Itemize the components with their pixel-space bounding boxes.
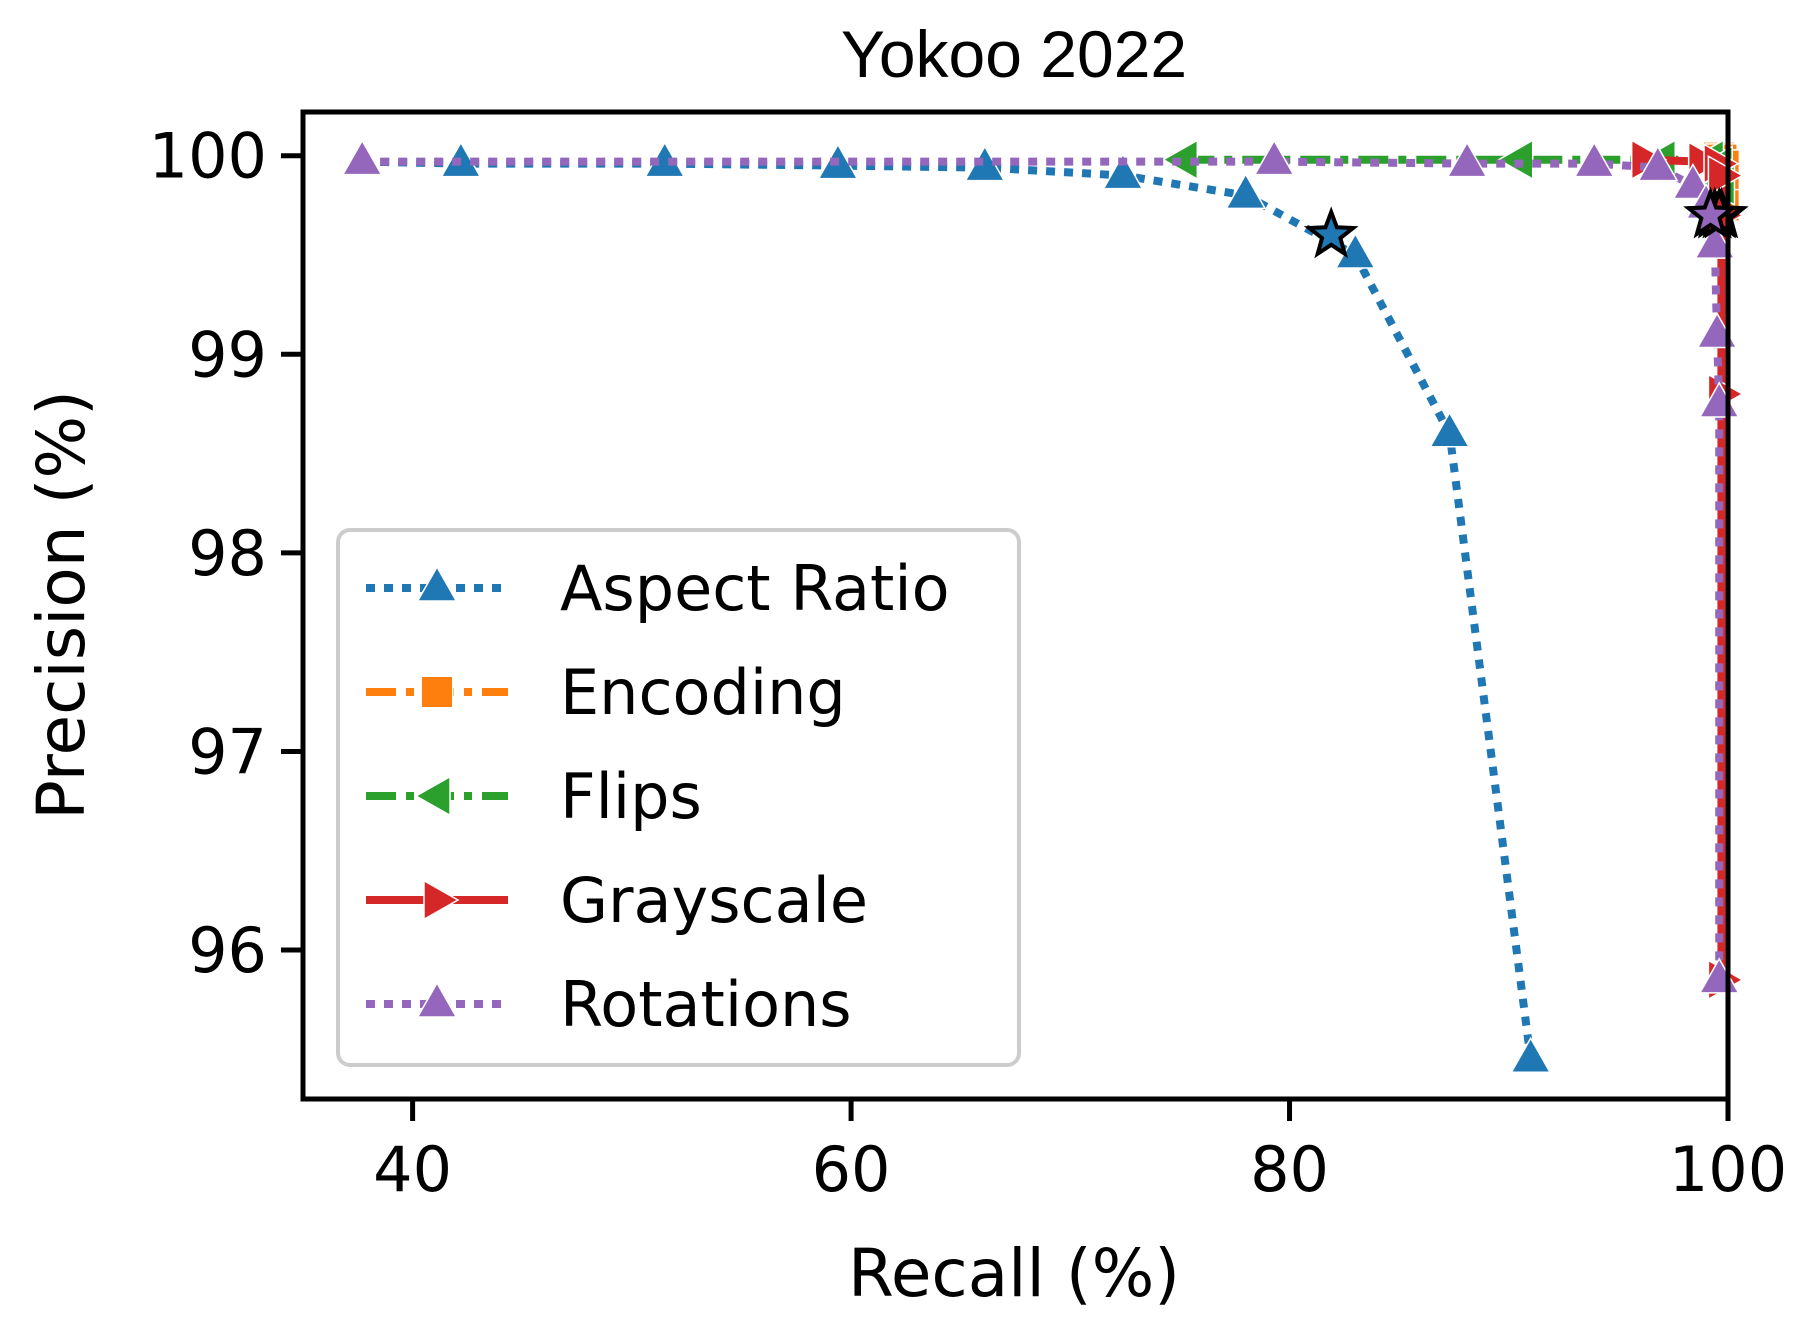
- y-tick-label: 99: [188, 318, 267, 391]
- highlight-layer: [1303, 186, 1749, 259]
- legend-label: Aspect Ratio: [560, 552, 950, 625]
- legend-swatch-marker: [423, 879, 460, 921]
- data-point-aspect-ratio: [1510, 1036, 1552, 1074]
- data-point-grayscale: [1707, 154, 1744, 197]
- data-point-rotations: [1446, 141, 1488, 178]
- y-tick-label: 97: [188, 715, 267, 788]
- data-point-aspect-ratio: [1428, 411, 1471, 448]
- legend-item-flips: Flips: [366, 760, 702, 833]
- x-axis-ticks: 40 60 80 100: [373, 1099, 1787, 1206]
- plot-frame: [300, 109, 1731, 1102]
- legend-item-encoding: Encoding: [366, 656, 846, 729]
- legend-swatch-marker: [416, 981, 458, 1018]
- legend-label: Encoding: [560, 656, 846, 729]
- chart-title: Yokoo 2022: [841, 17, 1187, 91]
- legend-label: Grayscale: [560, 864, 868, 937]
- x-tick-label: 60: [812, 1133, 891, 1206]
- legend-label: Flips: [560, 760, 702, 833]
- legend-swatch-marker: [420, 675, 454, 709]
- data-point-rotations: [341, 139, 383, 176]
- data-point-rotations: [1573, 141, 1615, 178]
- data-point-rotations: [1253, 139, 1295, 176]
- legend-box: [336, 528, 1021, 1067]
- legend-item-aspect-ratio: Aspect Ratio: [366, 552, 950, 625]
- y-tick-label: 98: [188, 517, 267, 590]
- data-point-rotations: [1696, 311, 1738, 349]
- series-line-grayscale: [1644, 155, 1726, 980]
- data-point-rotations: [1694, 222, 1736, 259]
- legend-item-grayscale: Grayscale: [366, 864, 868, 937]
- highlight-star-aspect-ratio: [1303, 206, 1359, 259]
- x-tick-label: 80: [1250, 1133, 1329, 1206]
- legend-swatch-marker: [414, 775, 451, 817]
- y-tick-label: 100: [149, 120, 267, 193]
- x-tick-label: 100: [1669, 1133, 1787, 1206]
- legend: Aspect Ratio Encoding Flips Grayscale Rotati…: [336, 528, 1021, 1067]
- data-point-aspect-ratio: [1102, 153, 1144, 190]
- y-axis-label: Precision (%): [23, 390, 100, 820]
- data-point-rotations: [1637, 145, 1679, 182]
- legend-label: Rotations: [560, 968, 852, 1041]
- data-point-aspect-ratio: [1225, 172, 1267, 210]
- legend-items: Aspect Ratio Encoding Flips Grayscale Rotati…: [366, 552, 950, 1041]
- x-axis-label: Recall (%): [848, 1235, 1180, 1312]
- x-tick-label: 40: [373, 1133, 452, 1206]
- y-tick-label: 96: [188, 914, 267, 987]
- legend-item-rotations: Rotations: [366, 968, 852, 1041]
- legend-swatch-marker: [416, 565, 458, 602]
- y-axis-ticks: 96 97 98 99 100: [149, 120, 303, 987]
